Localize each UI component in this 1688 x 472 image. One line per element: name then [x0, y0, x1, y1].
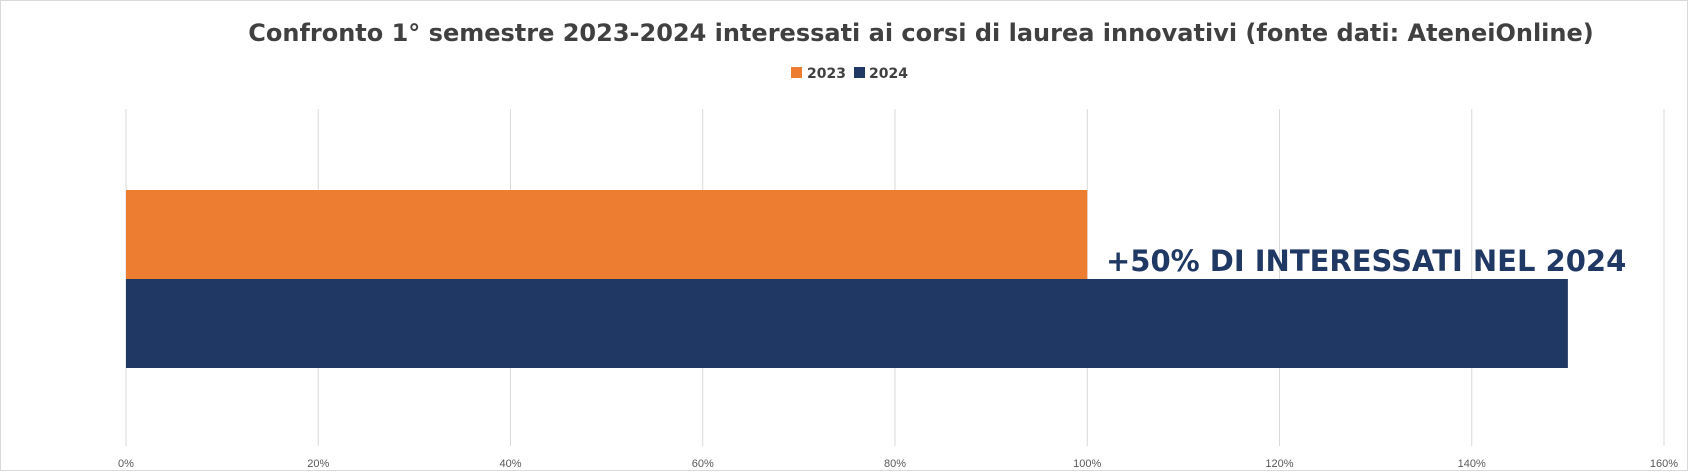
x-tick-label: 100%	[1073, 458, 1101, 470]
x-tick-label: 20%	[307, 458, 329, 470]
legend-label-2023: 2023	[807, 66, 846, 82]
bar-2023	[126, 190, 1088, 279]
x-tick-label: 120%	[1265, 458, 1293, 470]
bar-2024	[126, 279, 1568, 368]
bars	[126, 190, 1568, 368]
x-tick-label: 140%	[1458, 458, 1486, 470]
x-tick-label: 40%	[499, 458, 521, 470]
legend-swatch-2023	[791, 67, 802, 78]
chart-annotation: +50% DI INTERESSATI NEL 2024	[1106, 244, 1626, 278]
x-tick-label: 80%	[884, 458, 906, 470]
x-tick-label: 0%	[118, 458, 134, 470]
x-tick-label: 60%	[692, 458, 714, 470]
legend-label-2024: 2024	[869, 66, 908, 82]
legend: 2023 2024	[791, 66, 908, 82]
legend-swatch-2024	[854, 67, 865, 78]
chart-title: Confronto 1° semestre 2023-2024 interess…	[248, 19, 1593, 47]
x-axis-ticks: 0% 20% 40% 60% 80% 100% 120% 140% 160%	[118, 458, 1678, 470]
x-tick-label: 160%	[1650, 458, 1678, 470]
